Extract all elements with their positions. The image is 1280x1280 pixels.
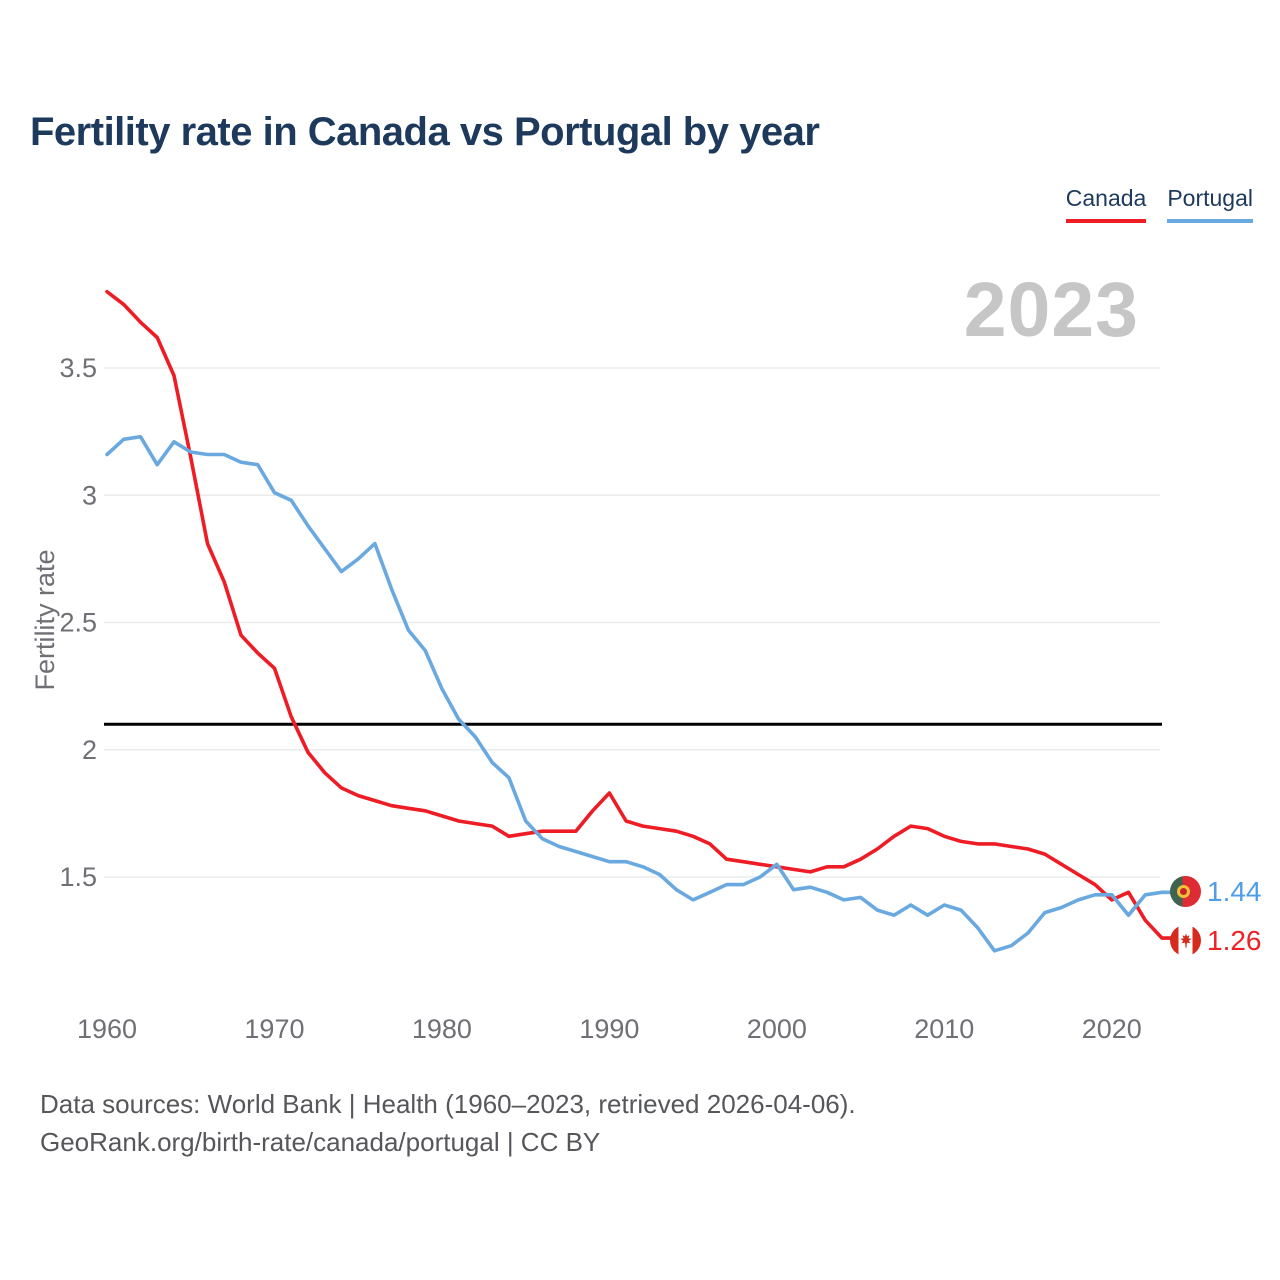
portugal-series-line: [105, 434, 1173, 953]
maple-leaf-icon: [1180, 933, 1192, 948]
legend: Canada Portugal: [1065, 185, 1253, 223]
data-sources-text: Data sources: World Bank | Health (1960–…: [40, 1089, 856, 1119]
watermark-year: 2023: [963, 267, 1139, 353]
x-tick-label: 1970: [244, 1014, 304, 1044]
y-tick-label: 1.5: [59, 862, 97, 892]
x-tick-label: 2020: [1082, 1014, 1142, 1044]
canada-flag-icon: [1170, 925, 1201, 956]
chart-title: Fertility rate in Canada vs Portugal by …: [30, 110, 820, 154]
y-tick-label: 2: [82, 735, 97, 765]
x-tick-label: 1980: [412, 1014, 472, 1044]
attribution-text: GeoRank.org/birth-rate/canada/portugal |…: [40, 1127, 601, 1157]
portugal-flag-icon: [1170, 876, 1201, 907]
canada-series-line: [105, 289, 1173, 940]
portugal-flag-emblem: [1177, 885, 1190, 898]
portugal-end-value: 1.44: [1207, 876, 1262, 907]
canada-end-value: 1.26: [1207, 925, 1262, 956]
x-tick-label: 2000: [747, 1014, 807, 1044]
legend-item-canada[interactable]: Canada: [1065, 185, 1147, 223]
legend-item-portugal[interactable]: Portugal: [1167, 185, 1253, 223]
y-axis-title: Fertility rate: [30, 549, 60, 691]
y-tick-label: 3.5: [59, 353, 97, 383]
x-tick-label: 2010: [914, 1014, 974, 1044]
x-tick-label: 1960: [77, 1014, 137, 1044]
y-tick-label: 2.5: [59, 608, 97, 638]
y-tick-label: 3: [82, 480, 97, 510]
x-tick-label: 1990: [579, 1014, 639, 1044]
